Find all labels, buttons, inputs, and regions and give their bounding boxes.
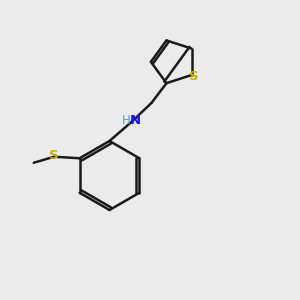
Text: N: N <box>129 114 141 127</box>
Text: H: H <box>122 114 131 127</box>
Text: S: S <box>189 70 199 83</box>
Text: S: S <box>49 149 59 162</box>
